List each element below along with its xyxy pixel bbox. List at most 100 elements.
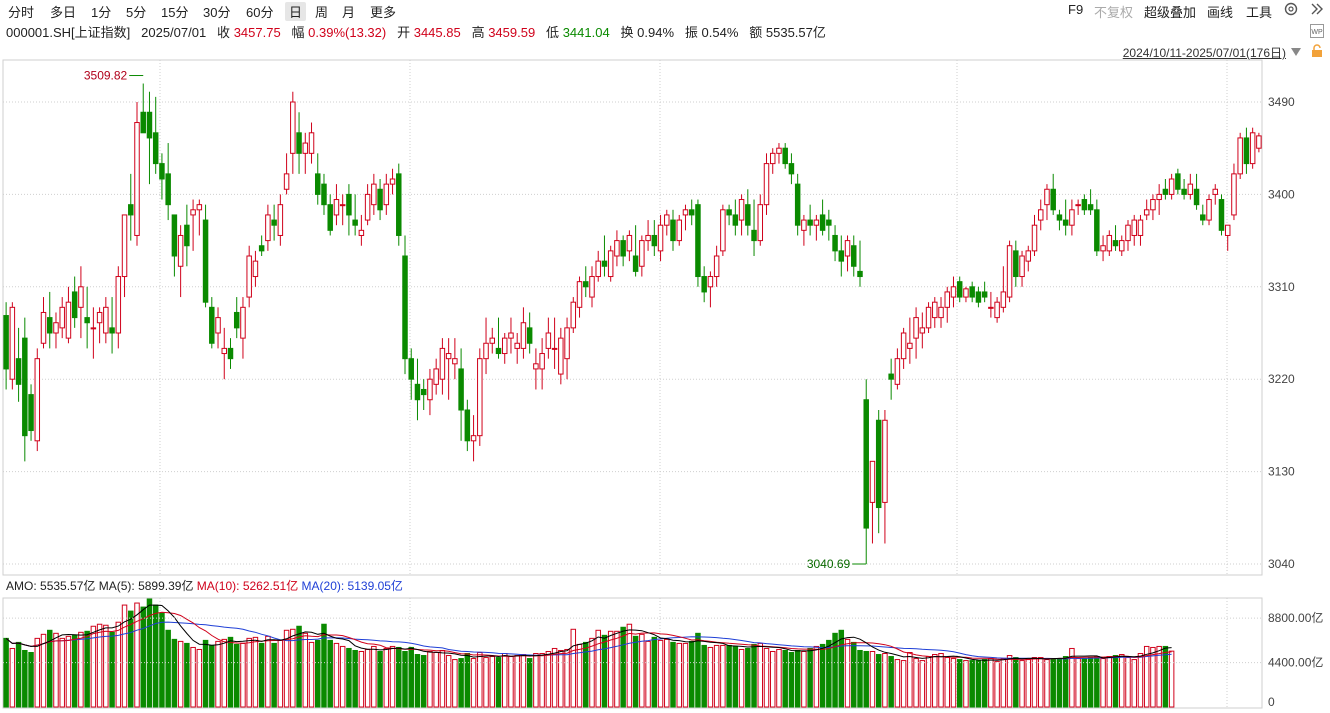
lock-icon[interactable] (1310, 44, 1324, 61)
amount-bar (221, 638, 228, 708)
candle (78, 266, 84, 339)
amount-bar (682, 642, 689, 708)
candle (1031, 214, 1038, 256)
settings-icon[interactable] (1283, 1, 1299, 20)
candle-body (427, 378, 433, 401)
amount-bar (402, 650, 408, 708)
candle (221, 327, 228, 380)
candle-body (252, 260, 259, 278)
candle-body (159, 163, 165, 180)
amount-bar (377, 650, 383, 708)
f9-button[interactable]: F9 (1068, 2, 1084, 17)
amount-bar (875, 654, 882, 708)
candle-body (1106, 234, 1113, 252)
candle-body (1087, 204, 1094, 211)
candle (832, 225, 838, 262)
period-week-tab[interactable]: 周 (315, 5, 329, 20)
candle-body (981, 291, 988, 298)
period-5min-tab[interactable]: 5分 (126, 5, 147, 20)
candle (670, 209, 676, 251)
candle-body (707, 276, 714, 288)
expand-icon[interactable] (1309, 1, 1325, 20)
candle-body (944, 291, 950, 308)
candle-body (1050, 188, 1056, 211)
candle (371, 173, 377, 215)
candle (695, 199, 701, 287)
tools-button[interactable]: 工具 (1246, 5, 1273, 20)
amount-bar (763, 647, 770, 708)
candle-body (290, 101, 296, 154)
amount-bar (296, 625, 302, 708)
period-1min-tab[interactable]: 1分 (91, 5, 112, 20)
amount-bar (383, 647, 390, 708)
ma5-line (5, 604, 1172, 661)
candle (875, 410, 882, 534)
candle-body (539, 353, 545, 370)
candle-body (520, 322, 527, 349)
draw-line-button[interactable]: 画线 (1207, 5, 1234, 20)
period-fenshi-tab[interactable]: 分时 (8, 5, 35, 20)
candle (801, 214, 807, 246)
candle-body (583, 281, 589, 288)
amount-bar (919, 660, 926, 708)
candle-body (477, 358, 483, 437)
candle-body (445, 353, 452, 360)
amount-bar (1081, 658, 1088, 708)
period-more-tab[interactable]: 更多 (370, 5, 397, 20)
candle (34, 348, 41, 452)
candle (22, 317, 28, 462)
candle (938, 297, 944, 328)
amount-bar (1056, 658, 1063, 708)
candle-body (869, 460, 876, 503)
period-15min-tab[interactable]: 15分 (161, 5, 189, 20)
candle-body (171, 214, 178, 257)
candle-body (408, 358, 414, 380)
date-range-selector[interactable]: 2024/10/11-2025/07/01(176日) (1122, 46, 1286, 60)
candle-body (1037, 209, 1044, 221)
candle-body (639, 240, 645, 267)
candle (9, 302, 16, 390)
candle-body (103, 306, 109, 334)
candle-body (1000, 291, 1007, 308)
triangle-down-icon[interactable] (1290, 46, 1302, 60)
candle (1100, 235, 1106, 262)
quote-line: 000001.SH[上证指数] 2025/07/01 收 3457.75 幅 0… (6, 22, 826, 40)
candle (396, 163, 402, 246)
amount-bar (925, 656, 932, 708)
amount-bar (171, 638, 178, 708)
quote-date: 2025/07/01 (141, 25, 207, 40)
amount-bar (134, 602, 140, 708)
candle (682, 204, 689, 231)
fuquan-button[interactable]: 不复权 (1094, 5, 1134, 20)
amount-bar (452, 659, 458, 708)
candle-body (383, 183, 390, 206)
candle-body (1125, 224, 1131, 242)
period-multiday-tab[interactable]: 多日 (50, 5, 77, 20)
candle-body (1112, 240, 1119, 247)
candle-body (96, 311, 103, 324)
amount-bar (1106, 656, 1113, 708)
candle (146, 91, 153, 185)
amount-bar (315, 639, 321, 708)
amount-bar (539, 653, 545, 708)
candle (383, 173, 390, 215)
candle (53, 312, 59, 349)
candle-body (1231, 173, 1237, 216)
amount-bar (458, 658, 464, 708)
amount-bar (1137, 653, 1144, 708)
amount-legend-text: AMO: 5535.57亿 MA(5): 5899.39亿 MA(10): 52… (6, 578, 403, 593)
candle (1200, 204, 1206, 226)
amount-bar (152, 604, 159, 708)
overlay-button[interactable]: 超级叠加 (1144, 5, 1197, 20)
wp-icon[interactable]: WP (1310, 24, 1324, 41)
candle (483, 317, 489, 375)
period-30min-tab[interactable]: 30分 (203, 5, 231, 20)
period-day-tab[interactable]: 日 (285, 2, 307, 21)
candle-body (65, 301, 72, 339)
candle-body (888, 373, 894, 380)
candle-body (339, 204, 346, 207)
period-60min-tab[interactable]: 60分 (246, 5, 274, 20)
amount-bar (1119, 654, 1125, 708)
period-month-tab[interactable]: 月 (342, 5, 356, 20)
